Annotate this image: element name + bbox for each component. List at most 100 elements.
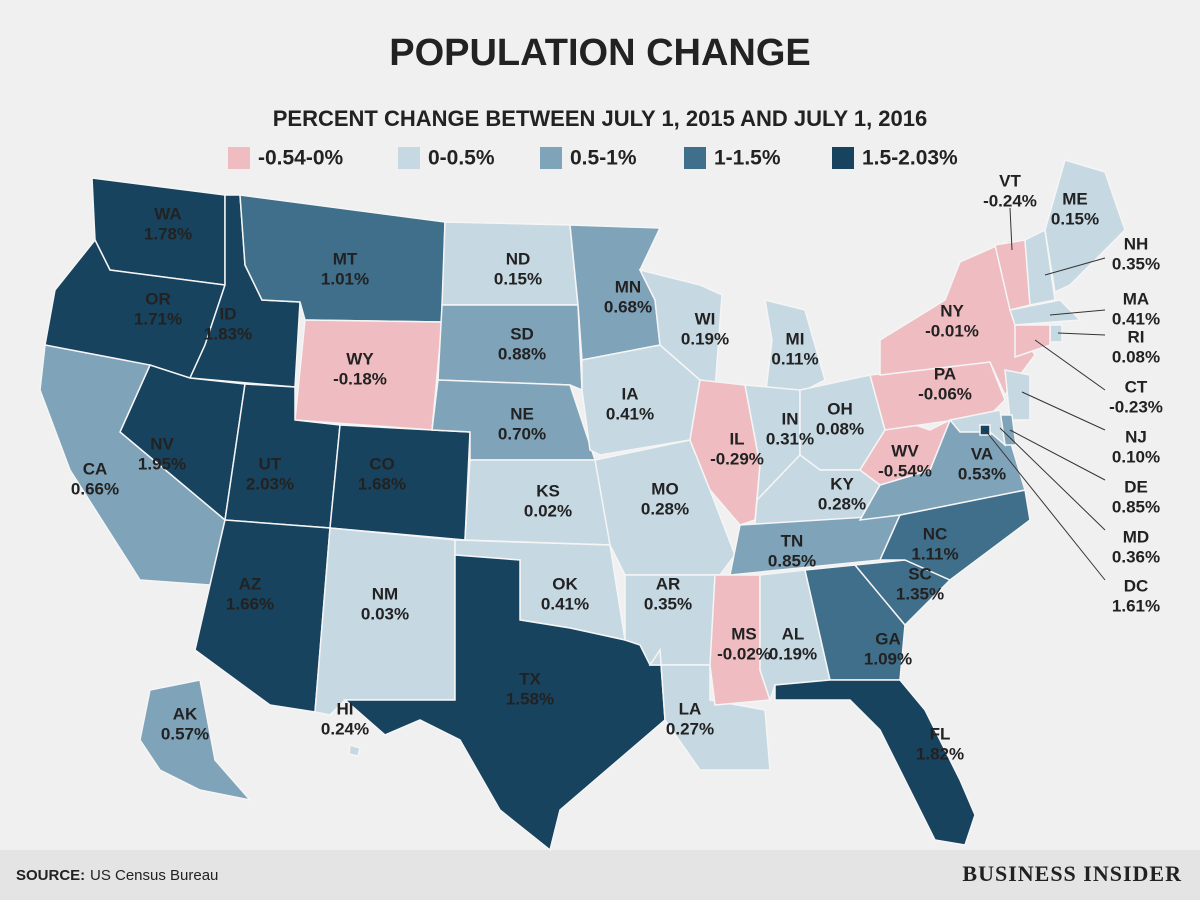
state-code: MS: [731, 624, 757, 643]
legend-label: -0.54-0%: [258, 147, 344, 170]
state-code: TX: [519, 669, 541, 688]
state-code: NY: [940, 301, 964, 320]
state-value: 1.82%: [916, 744, 964, 763]
state-value: 0.41%: [1112, 309, 1160, 328]
legend-label: 0-0.5%: [428, 147, 495, 170]
state-code: HI: [337, 699, 354, 718]
source: US Census Bureau: [90, 867, 218, 884]
state-value: -0.23%: [1109, 397, 1163, 416]
state: [437, 304, 583, 392]
state: [139, 679, 253, 802]
state-code: ND: [506, 249, 531, 268]
state-value: 0.41%: [606, 404, 654, 423]
state-value: 0.02%: [524, 501, 572, 520]
leader-line: [1009, 429, 1106, 481]
state-value: 0.85%: [768, 551, 816, 570]
legend-label: 1-1.5%: [714, 147, 781, 170]
state-value: 1.78%: [144, 224, 192, 243]
legend-swatch: [832, 147, 854, 169]
state-value: 0.70%: [498, 424, 546, 443]
state-value: 0.41%: [541, 594, 589, 613]
state: [774, 679, 976, 846]
state-code: VA: [971, 444, 993, 463]
legend-swatch: [228, 147, 250, 169]
state-code: FL: [930, 724, 951, 743]
state: [348, 744, 361, 757]
state-code: AR: [656, 574, 681, 593]
legend-label: 0.5-1%: [570, 147, 637, 170]
state-value: 0.11%: [771, 349, 818, 368]
leader-line: [999, 427, 1106, 531]
state-code: NV: [150, 434, 174, 453]
state: [1014, 324, 1051, 359]
state-code: OR: [145, 289, 171, 308]
subtitle: PERCENT CHANGE BETWEEN JULY 1, 2015 AND …: [273, 106, 928, 131]
state: [1004, 369, 1031, 421]
leader-line: [1044, 257, 1106, 276]
state-code: SD: [510, 324, 534, 343]
state-value: 1.35%: [896, 584, 944, 603]
state-value: -0.01%: [925, 321, 979, 340]
state-code: DE: [1124, 477, 1148, 496]
state-value: 0.24%: [321, 719, 369, 738]
state-value: -0.29%: [710, 449, 764, 468]
state-code: AL: [782, 624, 805, 643]
state-code: RI: [1128, 327, 1145, 346]
state-code: AZ: [239, 574, 262, 593]
state-code: TN: [781, 531, 804, 550]
state-code: KY: [830, 474, 854, 493]
state-code: NC: [923, 524, 948, 543]
title: POPULATION CHANGE: [389, 32, 811, 74]
state-code: IN: [782, 409, 799, 428]
state-code: CA: [83, 459, 108, 478]
state-value: 1.68%: [358, 474, 406, 493]
state: [1009, 299, 1082, 326]
state-code: NH: [1124, 234, 1149, 253]
state-value: 0.35%: [1112, 254, 1160, 273]
state-code: KS: [536, 481, 560, 500]
state-value: 0.88%: [498, 344, 546, 363]
legend: -0.54-0% 0-0.5% 0.5-1% 1-1.5% 1.5-2.03%: [228, 147, 958, 170]
state-code: LA: [679, 699, 702, 718]
state-value: 1.58%: [506, 689, 554, 708]
state-value: -0.02%: [717, 644, 771, 663]
state-value: 0.85%: [1112, 497, 1160, 516]
state-code: IL: [729, 429, 744, 448]
state-code: CT: [1125, 377, 1148, 396]
state-code: CO: [369, 454, 395, 473]
state-value: 0.35%: [644, 594, 692, 613]
state-value: 1.61%: [1112, 596, 1160, 615]
state-value: -0.06%: [918, 384, 972, 403]
state-code: NM: [372, 584, 398, 603]
state-code: IA: [622, 384, 639, 403]
state-value: 2.03%: [246, 474, 294, 493]
state-code: OH: [827, 399, 853, 418]
leader-line: [1009, 207, 1013, 251]
state-code: MA: [1123, 289, 1149, 308]
state-value: 1.71%: [134, 309, 182, 328]
state-code: ID: [220, 304, 237, 323]
state-code: DC: [1124, 576, 1149, 595]
state-value: 1.01%: [321, 269, 369, 288]
states: [39, 159, 1126, 852]
state-code: VT: [999, 171, 1021, 190]
state: [1044, 159, 1126, 294]
state-value: 1.83%: [204, 324, 252, 343]
state-code: NJ: [1125, 427, 1147, 446]
state-value: 0.08%: [1112, 347, 1160, 366]
state-value: 0.66%: [71, 479, 119, 498]
brand: BUSINESS INSIDER: [962, 861, 1182, 886]
state-value: -0.18%: [333, 369, 387, 388]
state-labels: WA1.78%OR1.71% ID1.83%MT1.01%WY-0.18%NV1.…: [71, 171, 1163, 763]
state-value: 0.31%: [766, 429, 814, 448]
state-code: SC: [908, 564, 932, 583]
leader-line: [984, 429, 1106, 581]
state-code: WI: [695, 309, 716, 328]
state-value: 0.68%: [604, 297, 652, 316]
state-code: OK: [552, 574, 578, 593]
state-code: MD: [1123, 527, 1149, 546]
source-label: SOURCE:: [16, 867, 85, 884]
leader-line: [1034, 339, 1106, 391]
leader-line: [1021, 391, 1106, 431]
